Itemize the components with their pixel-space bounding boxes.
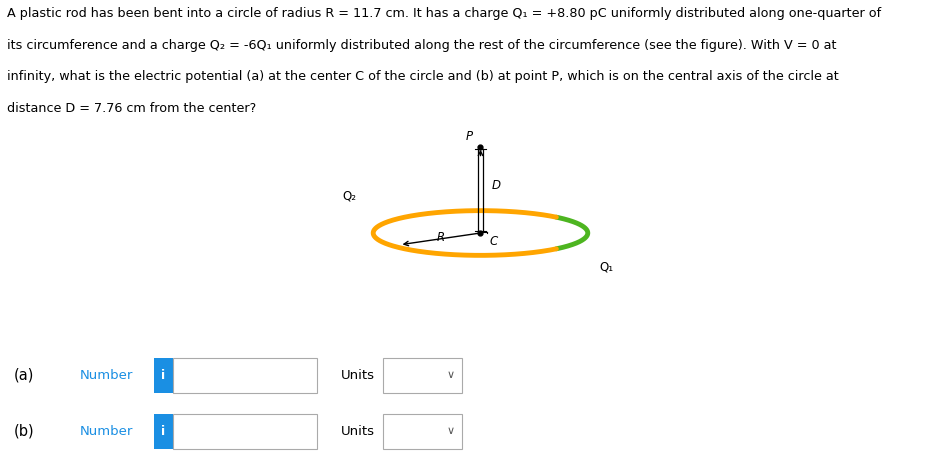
Text: R: R <box>437 231 445 244</box>
Text: (b): (b) <box>14 424 35 439</box>
Text: Units: Units <box>341 425 374 438</box>
Text: i: i <box>161 425 165 438</box>
Text: (a): (a) <box>14 368 35 383</box>
Text: C: C <box>490 235 498 248</box>
Text: ∨: ∨ <box>447 426 454 436</box>
Text: Number: Number <box>79 369 132 382</box>
Text: i: i <box>161 369 165 382</box>
Text: A plastic rod has been bent into a circle of radius R = 11.7 cm. It has a charge: A plastic rod has been bent into a circl… <box>7 7 882 20</box>
Text: Q₂: Q₂ <box>342 189 356 202</box>
Text: its circumference and a charge Q₂ = -6Q₁ uniformly distributed along the rest of: its circumference and a charge Q₂ = -6Q₁… <box>7 39 837 52</box>
FancyBboxPatch shape <box>173 358 317 392</box>
Text: Units: Units <box>341 369 374 382</box>
FancyBboxPatch shape <box>383 358 462 392</box>
Text: infinity, what is the electric potential (a) at the center C of the circle and (: infinity, what is the electric potential… <box>7 70 839 83</box>
Text: D: D <box>492 179 501 192</box>
FancyBboxPatch shape <box>154 358 173 392</box>
FancyBboxPatch shape <box>383 414 462 448</box>
Text: ∨: ∨ <box>447 370 454 380</box>
Text: Number: Number <box>79 425 132 438</box>
FancyBboxPatch shape <box>173 414 317 448</box>
Text: distance D = 7.76 cm from the center?: distance D = 7.76 cm from the center? <box>7 102 257 115</box>
Text: Q₁: Q₁ <box>599 261 613 274</box>
FancyBboxPatch shape <box>154 414 173 448</box>
Text: P: P <box>466 130 473 143</box>
